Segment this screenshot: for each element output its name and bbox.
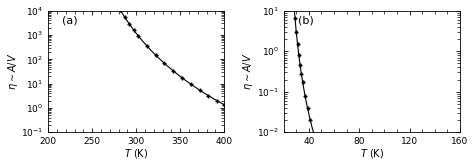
X-axis label: $T$ (K): $T$ (K) [124,147,148,161]
X-axis label: $T$ (K): $T$ (K) [360,147,384,161]
Y-axis label: $\eta$$\sim$$A/V$: $\eta$$\sim$$A/V$ [6,53,19,90]
Text: (b): (b) [298,16,313,26]
Text: (a): (a) [62,16,78,26]
Y-axis label: $\eta$$\sim$$A/V$: $\eta$$\sim$$A/V$ [241,53,255,90]
